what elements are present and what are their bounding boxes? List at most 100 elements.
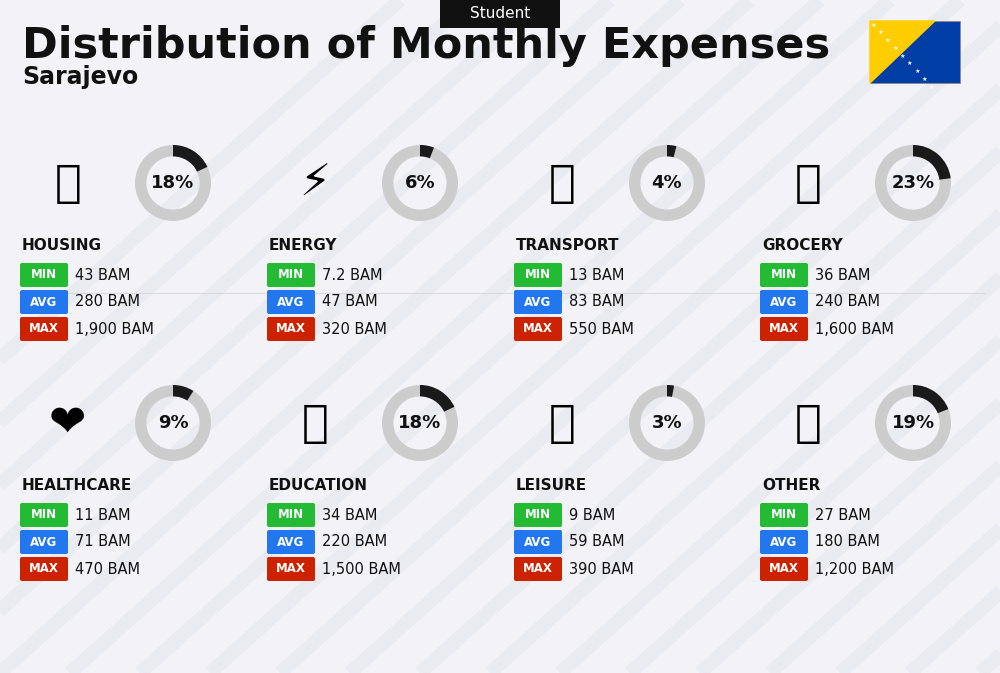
FancyBboxPatch shape — [514, 317, 562, 341]
Text: MAX: MAX — [29, 563, 59, 575]
Text: 71 BAM: 71 BAM — [75, 534, 131, 549]
Wedge shape — [875, 145, 951, 221]
Text: OTHER: OTHER — [762, 478, 820, 493]
Text: MIN: MIN — [31, 269, 57, 281]
Text: 59 BAM: 59 BAM — [569, 534, 624, 549]
Text: AVG: AVG — [30, 536, 58, 548]
Text: 280 BAM: 280 BAM — [75, 295, 140, 310]
Text: MIN: MIN — [278, 269, 304, 281]
Text: MIN: MIN — [771, 509, 797, 522]
FancyBboxPatch shape — [267, 503, 315, 527]
Text: MAX: MAX — [769, 322, 799, 336]
Text: 220 BAM: 220 BAM — [322, 534, 387, 549]
Text: AVG: AVG — [524, 536, 552, 548]
Text: AVG: AVG — [277, 536, 305, 548]
Text: 9%: 9% — [158, 414, 188, 432]
Text: 240 BAM: 240 BAM — [815, 295, 880, 310]
Text: 7.2 BAM: 7.2 BAM — [322, 267, 382, 283]
Text: 550 BAM: 550 BAM — [569, 322, 634, 336]
Text: ★: ★ — [900, 53, 905, 59]
Text: 🛍️: 🛍️ — [549, 402, 575, 444]
Text: Student: Student — [470, 7, 530, 22]
Wedge shape — [629, 385, 705, 461]
FancyBboxPatch shape — [20, 530, 68, 554]
Polygon shape — [870, 21, 935, 83]
Text: 23%: 23% — [891, 174, 935, 192]
Text: AVG: AVG — [770, 295, 798, 308]
FancyBboxPatch shape — [267, 557, 315, 581]
Text: TRANSPORT: TRANSPORT — [516, 238, 620, 252]
Text: HOUSING: HOUSING — [22, 238, 102, 252]
FancyBboxPatch shape — [760, 290, 808, 314]
Wedge shape — [173, 385, 193, 400]
Text: 34 BAM: 34 BAM — [322, 507, 377, 522]
Text: 11 BAM: 11 BAM — [75, 507, 130, 522]
Text: GROCERY: GROCERY — [762, 238, 843, 252]
Text: 390 BAM: 390 BAM — [569, 561, 634, 577]
Text: MIN: MIN — [525, 509, 551, 522]
FancyBboxPatch shape — [760, 530, 808, 554]
Text: 4%: 4% — [652, 174, 682, 192]
Text: 1,500 BAM: 1,500 BAM — [322, 561, 401, 577]
Text: 🎓: 🎓 — [302, 402, 328, 444]
Text: 1,600 BAM: 1,600 BAM — [815, 322, 894, 336]
FancyBboxPatch shape — [267, 263, 315, 287]
Text: 1,200 BAM: 1,200 BAM — [815, 561, 894, 577]
Text: 27 BAM: 27 BAM — [815, 507, 871, 522]
FancyBboxPatch shape — [760, 503, 808, 527]
FancyBboxPatch shape — [267, 290, 315, 314]
Text: 47 BAM: 47 BAM — [322, 295, 378, 310]
Text: MIN: MIN — [278, 509, 304, 522]
Text: MAX: MAX — [523, 322, 553, 336]
FancyBboxPatch shape — [267, 317, 315, 341]
Wedge shape — [667, 385, 674, 397]
FancyBboxPatch shape — [760, 557, 808, 581]
FancyBboxPatch shape — [20, 290, 68, 314]
Text: ★: ★ — [922, 77, 927, 81]
FancyBboxPatch shape — [20, 263, 68, 287]
Text: EDUCATION: EDUCATION — [269, 478, 368, 493]
Wedge shape — [135, 385, 211, 461]
Text: MAX: MAX — [769, 563, 799, 575]
Wedge shape — [135, 145, 211, 221]
Text: MIN: MIN — [525, 269, 551, 281]
Wedge shape — [913, 145, 951, 180]
Wedge shape — [382, 385, 458, 461]
Text: MIN: MIN — [31, 509, 57, 522]
Text: 3%: 3% — [652, 414, 682, 432]
FancyBboxPatch shape — [760, 317, 808, 341]
Text: 🏢: 🏢 — [55, 162, 81, 205]
Text: 180 BAM: 180 BAM — [815, 534, 880, 549]
Text: MAX: MAX — [276, 322, 306, 336]
Text: MAX: MAX — [276, 563, 306, 575]
FancyBboxPatch shape — [20, 317, 68, 341]
Text: AVG: AVG — [770, 536, 798, 548]
Wedge shape — [913, 385, 948, 413]
Text: ★: ★ — [929, 85, 935, 90]
Text: ★: ★ — [878, 30, 883, 35]
Text: ❤️: ❤️ — [49, 402, 87, 444]
Wedge shape — [875, 385, 951, 461]
Text: 1,900 BAM: 1,900 BAM — [75, 322, 154, 336]
Text: 13 BAM: 13 BAM — [569, 267, 624, 283]
Text: 83 BAM: 83 BAM — [569, 295, 624, 310]
Text: AVG: AVG — [30, 295, 58, 308]
FancyBboxPatch shape — [514, 530, 562, 554]
Text: 💰: 💰 — [795, 402, 821, 444]
FancyBboxPatch shape — [760, 263, 808, 287]
Wedge shape — [629, 145, 705, 221]
FancyBboxPatch shape — [514, 557, 562, 581]
Text: ⚡: ⚡ — [299, 162, 331, 205]
Text: 9 BAM: 9 BAM — [569, 507, 615, 522]
Text: ★: ★ — [892, 46, 898, 50]
Text: 🛒: 🛒 — [795, 162, 821, 205]
Text: 18%: 18% — [151, 174, 195, 192]
Text: Distribution of Monthly Expenses: Distribution of Monthly Expenses — [22, 25, 830, 67]
Text: 18%: 18% — [398, 414, 442, 432]
FancyBboxPatch shape — [20, 503, 68, 527]
Text: MAX: MAX — [29, 322, 59, 336]
Text: MAX: MAX — [523, 563, 553, 575]
Text: 36 BAM: 36 BAM — [815, 267, 870, 283]
Text: 19%: 19% — [891, 414, 935, 432]
FancyBboxPatch shape — [440, 0, 560, 28]
